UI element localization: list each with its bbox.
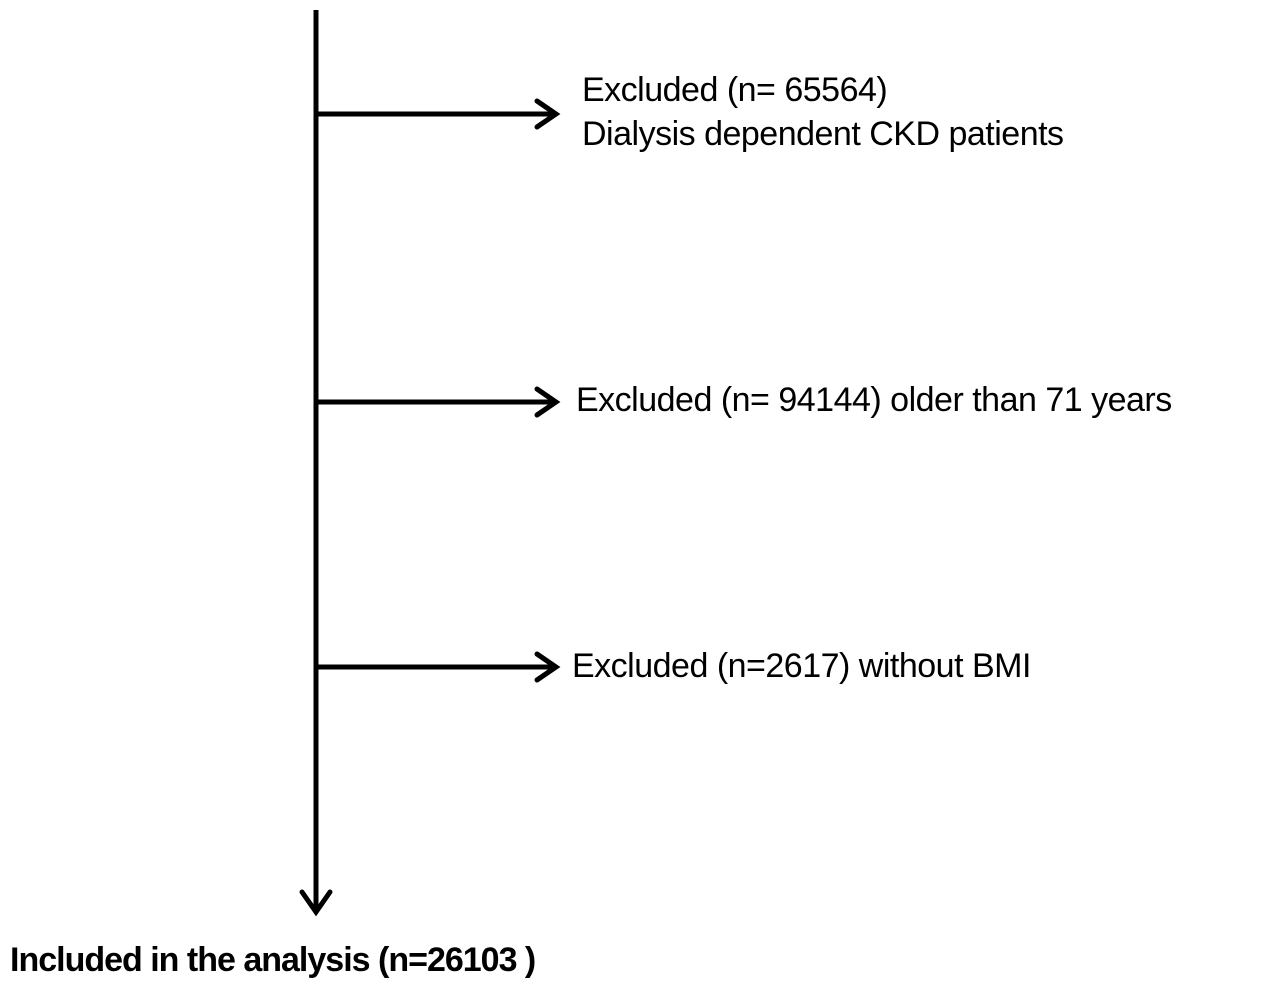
main-trunk-arrowhead [299, 889, 333, 917]
exclusion-1-arrowhead [534, 98, 561, 130]
final-included-label: Included in the analysis (n=26103 ) [10, 938, 536, 982]
exclusion-2-box: Excluded (n= 94144) older than 71 years [576, 378, 1172, 422]
exclusion-1-box: Excluded (n= 65564) Dialysis dependent C… [582, 68, 1064, 156]
exclusion-2-line-1: Excluded (n= 94144) older than 71 years [576, 381, 1172, 419]
exclusion-3-arrowhead [534, 651, 561, 683]
final-included-text: Included in the analysis (n=26103 ) [10, 941, 536, 979]
exclusion-1-line-1: Excluded (n= 65564) [582, 71, 888, 109]
exclusion-3-box: Excluded (n=2617) without BMI [572, 644, 1031, 688]
exclusion-3-line-1: Excluded (n=2617) without BMI [572, 647, 1031, 685]
exclusion-2-arrowhead [534, 386, 561, 418]
exclusion-1-line-2: Dialysis dependent CKD patients [582, 115, 1064, 153]
